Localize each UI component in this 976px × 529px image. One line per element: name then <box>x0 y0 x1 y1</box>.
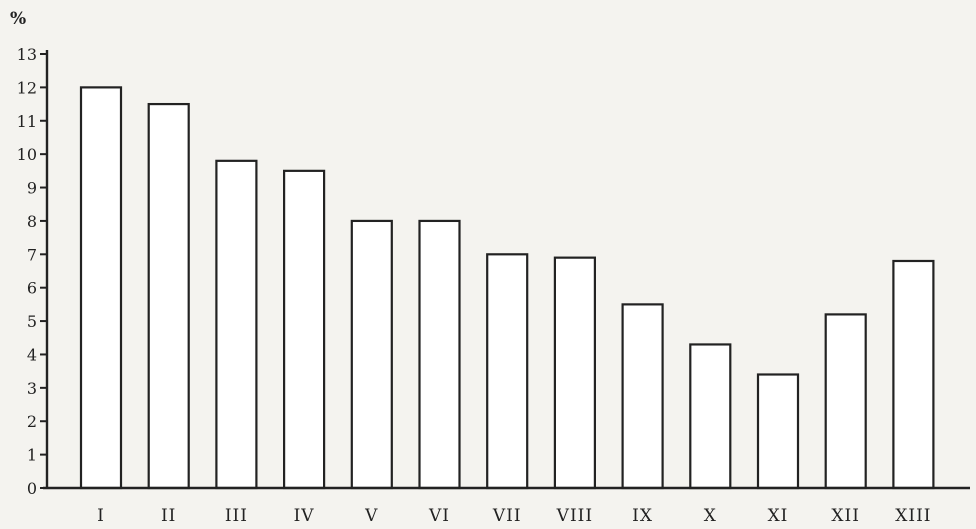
bar-ii <box>147 102 190 490</box>
bar-xiii <box>892 259 935 490</box>
x-tick-label: IV <box>294 506 315 526</box>
bar-iii <box>215 159 258 490</box>
bar-i <box>79 86 123 490</box>
y-tick-label: 4 <box>27 345 37 364</box>
x-tick-label: XIII <box>895 506 931 526</box>
y-tick-label: 5 <box>27 312 37 331</box>
x-tick-label: VI <box>428 506 450 526</box>
y-tick-label: 7 <box>27 245 37 264</box>
x-tick-label: XI <box>768 506 789 526</box>
y-tick-label: 0 <box>27 479 37 498</box>
y-tick-label: 10 <box>17 145 37 164</box>
x-tick-label: VII <box>492 506 522 526</box>
bar-iv <box>283 169 326 490</box>
x-tick-label: IX <box>632 506 653 526</box>
x-tick-label: I <box>97 506 105 526</box>
y-tick-label: 13 <box>17 45 37 64</box>
bar-x <box>689 343 732 490</box>
y-tick-label: 12 <box>17 78 37 97</box>
y-tick-label: 1 <box>27 446 37 465</box>
y-tick-label: 11 <box>17 112 37 131</box>
y-tick-label: 3 <box>27 379 37 398</box>
y-tick-label: 9 <box>27 179 37 198</box>
x-axis: I II III IV V VI VII VIII IX X XI XII XIII <box>43 486 970 526</box>
bars-group <box>79 86 935 490</box>
bar-xi <box>756 373 800 490</box>
x-tick-label: XII <box>831 506 860 526</box>
x-tick-label: II <box>161 506 176 526</box>
bar-xii <box>824 313 867 490</box>
x-tick-label: V <box>364 506 378 526</box>
y-tick-label: 2 <box>27 412 37 431</box>
bar-ix <box>621 303 664 490</box>
y-tick-label: 8 <box>27 212 37 231</box>
y-unit-label: % <box>10 9 26 29</box>
x-tick-label: VIII <box>556 506 593 526</box>
y-tick-label: 6 <box>27 279 37 298</box>
bar-viii <box>553 256 597 490</box>
bar-v <box>350 219 393 490</box>
bar-vi <box>418 219 461 490</box>
x-tick-label: X <box>704 506 717 526</box>
bar-vii <box>486 253 529 490</box>
x-tick-label: III <box>225 506 248 526</box>
